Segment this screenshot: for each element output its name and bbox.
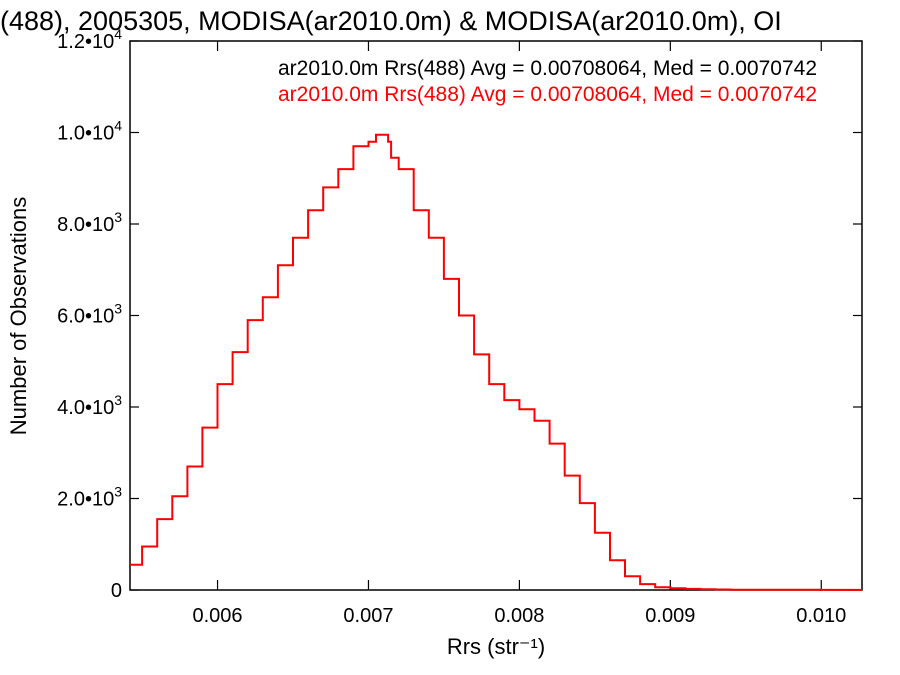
plot-frame [129,40,863,591]
legend-entry: ar2010.0m Rrs(488) Avg = 0.00708064, Med… [278,57,817,80]
x-tick-label: 0.007 [343,605,393,627]
y-tick-label: 8.0•103 [57,209,122,236]
y-tick-label: 2.0•103 [57,484,122,511]
series-layer [130,133,862,591]
y-tick-label: 0 [111,580,122,602]
y-tick-label: 1.2•104 [57,26,122,53]
y-tick-label: 4.0•103 [57,392,122,419]
y-tick-label: 6.0•103 [57,301,122,328]
x-tick-label: 0.008 [494,605,544,627]
y-tick-label: 1.0•104 [57,118,122,145]
x-axis-label: Rrs (str⁻¹) [447,634,545,659]
x-tick-label: 0.009 [645,605,695,627]
x-tick-label: 0.010 [796,605,846,627]
chart-title: (488), 2005305, MODISA(ar2010.0m) & MODI… [0,6,782,36]
legend-annotations: ar2010.0m Rrs(488) Avg = 0.00708064, Med… [278,57,817,106]
legend-entry: ar2010.0m Rrs(488) Avg = 0.00708064, Med… [278,83,817,106]
x-axis: 0.006 0.007 0.008 0.009 0.010 [193,41,846,627]
x-tick-label: 0.006 [193,605,243,627]
y-axis-label: Number of Observations [6,197,31,435]
y-axis: 0 2.0•103 4.0•103 6.0•103 8.0•103 1.0•104 1.2•… [57,26,862,602]
histogram-series-line [130,133,862,591]
